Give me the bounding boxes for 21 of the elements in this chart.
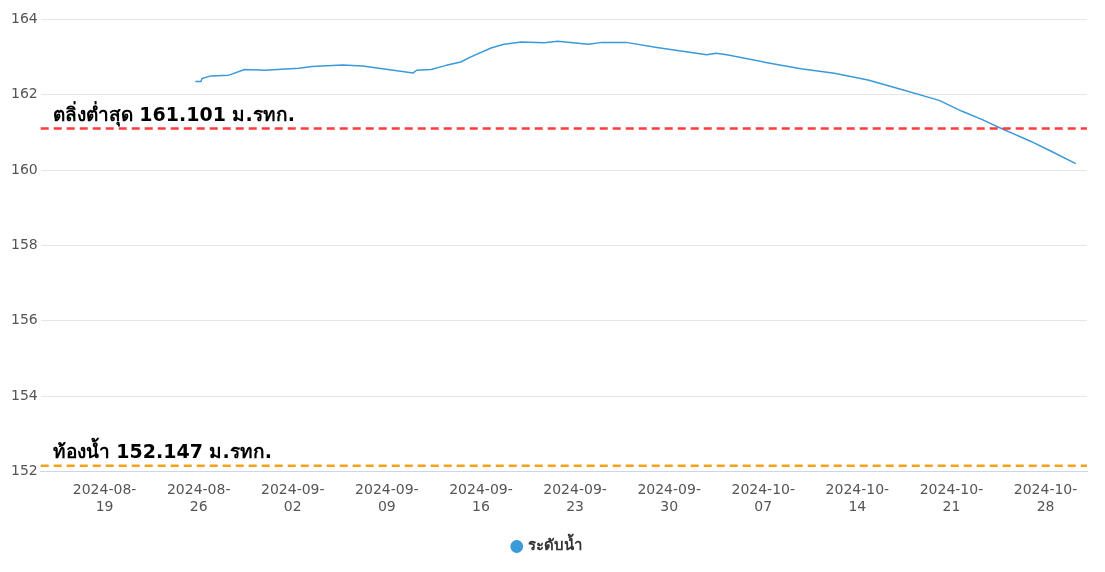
- y-tick-label: 154: [10, 386, 38, 403]
- x-tick-label: 2024-10- 28: [1013, 481, 1078, 515]
- x-tick-label: 2024-09- 09: [355, 481, 419, 515]
- y-tick-label: 156: [10, 311, 38, 328]
- x-tick-label: 2024-08- 26: [166, 481, 231, 515]
- y-tick-label: 152: [10, 462, 38, 479]
- y-tick-label: 158: [10, 236, 38, 253]
- x-tick-label: 2024-09- 30: [637, 481, 701, 515]
- x-tick-label: 2024-09- 16: [449, 481, 513, 515]
- ref-line-label: ท้องน้ำ 152.147 ม.รทก.: [52, 437, 272, 463]
- y-tick-label: 162: [10, 85, 38, 102]
- x-tick-label: 2024-10- 07: [731, 481, 796, 515]
- x-tick-label: 2024-09- 02: [261, 481, 325, 515]
- y-tick-label: 160: [10, 160, 38, 177]
- legend-label: ระดับน้ำ: [528, 533, 583, 555]
- x-tick-label: 2024-10- 21: [919, 481, 984, 515]
- y-tick-label: 164: [10, 10, 38, 27]
- x-tick-label: 2024-08- 19: [72, 481, 137, 515]
- ref-line-label: ตลิ่งต่ำสุด 161.101 ม.รทก.: [52, 101, 295, 128]
- x-tick-label: 2024-10- 14: [825, 481, 890, 515]
- x-tick-label: 2024-09- 23: [543, 481, 607, 515]
